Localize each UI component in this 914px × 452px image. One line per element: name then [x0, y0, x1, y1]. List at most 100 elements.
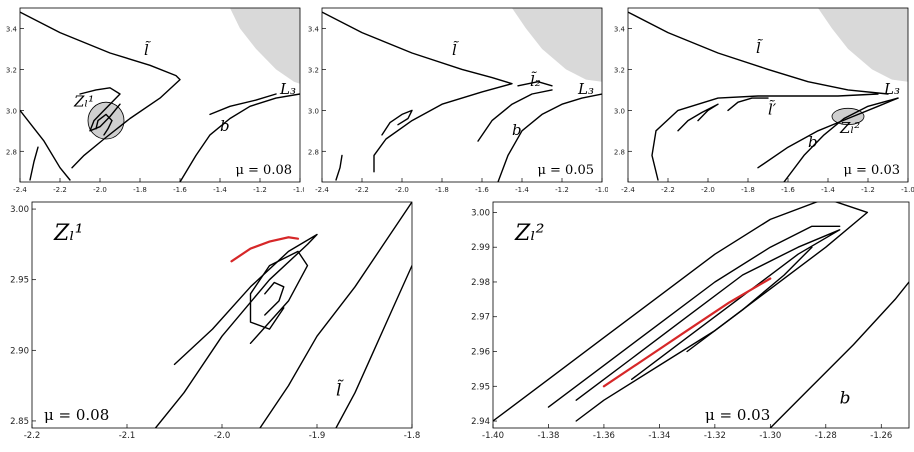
x-tick-label: -1.34 [648, 431, 670, 441]
y-tick-label: 3.0 [6, 107, 17, 115]
curve-label: l̃′ [768, 100, 777, 118]
chart-svg: -1.40 -1.38 -1.36 -1.34 -1.32 -1.30 -1.28 -1.26… [471, 201, 910, 441]
y-tick-label: 3.4 [308, 25, 320, 33]
x-tick-label: -1.4 [515, 186, 529, 194]
curve-label: b [808, 133, 818, 151]
chart-svg: -2.4 -2.2 -2.0 -1.8 -1.6 -1.4 -1.2 -1.0 2.8 3.0 3.… [614, 7, 914, 194]
chart-svg: -2.2 -2.1 -2.0 -1.9 -1.8 2.85 2.90 2.95 3.00 l̃ μ … [10, 201, 420, 441]
x-tick-label: -1.8 [435, 186, 449, 194]
orbit-curve-3 [686, 246, 813, 353]
y-tick-label: 2.96 [471, 348, 490, 358]
orbit-curve-5 [727, 97, 769, 112]
x-tick-label: -1.4 [213, 186, 227, 194]
forbidden-region [512, 8, 602, 82]
orbit-curve-1 [547, 225, 841, 408]
orbit-curve-0 [154, 233, 318, 428]
plot-area [493, 202, 909, 428]
x-tick-label: -1.32 [704, 431, 726, 441]
x-tick-label: -2.4 [315, 186, 329, 194]
curve-label: L₃ [883, 80, 900, 98]
x-tick-label: -2.2 [24, 431, 41, 441]
zone-title: Zₗ² [514, 221, 544, 246]
mu-label: μ = 0.05 [537, 163, 594, 178]
y-tick-label: 2.8 [6, 148, 17, 156]
y-tick-label: 3.2 [614, 66, 625, 74]
y-tick-label: 3.4 [614, 25, 626, 33]
orbit-curve-2 [497, 93, 602, 182]
y-tick-label: 2.8 [614, 148, 625, 156]
plot-area [20, 8, 300, 182]
plot-frame [492, 201, 910, 429]
plot-area [154, 202, 412, 428]
curve-label: Zₗ² [839, 119, 860, 137]
x-tick-label: -1.4 [821, 186, 835, 194]
x-tick-label: -1.8 [741, 186, 755, 194]
mu-label: μ = 0.08 [44, 406, 109, 424]
x-tick-label: -1.40 [482, 431, 504, 441]
y-tick-label: 3.4 [6, 25, 18, 33]
orbit-curve-5 [381, 109, 413, 136]
x-tick-label: -1.0 [293, 186, 304, 194]
chart-svg: -2.4 -2.2 -2.0 -1.8 -1.6 -1.4 -1.2 -1.0 2.8 3.0 3.… [6, 7, 304, 194]
orbit-curve-6 [95, 113, 113, 136]
orbit-curve-1 [20, 109, 71, 181]
curve-label: l̃ [336, 380, 345, 401]
orbit-curve-2 [575, 229, 841, 401]
y-tick-label: 2.94 [471, 417, 490, 427]
curve-label: L₃ [577, 80, 594, 98]
x-tick-label: -2.0 [93, 186, 107, 194]
x-tick-label: -1.6 [173, 186, 187, 194]
orbit-curve-0 [20, 11, 181, 169]
mu-label: μ = 0.03 [843, 163, 900, 178]
orbit-curve-0 [628, 11, 889, 95]
orbit-curve-2 [29, 146, 39, 181]
x-tick-label: -1.28 [815, 431, 837, 441]
y-tick-label: 2.85 [10, 417, 29, 427]
orbit-curve-3 [783, 97, 899, 182]
highlight-curve [602, 277, 772, 388]
curve-label: b [512, 121, 522, 139]
orbit-curve-4 [677, 103, 719, 132]
orbit-curve-1 [651, 93, 879, 181]
plot-area [628, 8, 908, 182]
plot-frame [627, 7, 909, 183]
chart-panel-mu005: -2.4 -2.2 -2.0 -1.8 -1.6 -1.4 -1.2 -1.0 2.8 3.0 3.… [304, 0, 608, 196]
orbit-curve-0 [493, 202, 869, 422]
y-tick-label: 2.90 [10, 346, 29, 356]
y-tick-label: 2.99 [471, 243, 490, 253]
orbit-curve-2 [757, 97, 899, 169]
chart-panel-mu008: -2.4 -2.2 -2.0 -1.8 -1.6 -1.4 -1.2 -1.0 2.8 3.0 3.… [0, 0, 304, 196]
x-tick-label: -2.0 [701, 186, 715, 194]
highlight-curve [230, 236, 300, 263]
x-tick-label: -1.0 [595, 186, 608, 194]
plot-frame [19, 7, 301, 183]
plot-frame [321, 7, 603, 183]
chart-panel-zoom-z1: -2.2 -2.1 -2.0 -1.9 -1.8 2.85 2.90 2.95 3.00 l̃ μ … [0, 196, 457, 452]
x-tick-label: -2.4 [13, 186, 27, 194]
orbit-curve-4 [769, 281, 909, 428]
y-tick-label: 2.8 [308, 148, 319, 156]
plot-area [322, 8, 602, 182]
curve-label: l̃ [756, 39, 763, 57]
x-tick-label: -1.9 [309, 431, 326, 441]
y-tick-label: 3.0 [614, 107, 625, 115]
x-tick-label: -2.0 [395, 186, 409, 194]
x-tick-label: -2.0 [214, 431, 231, 441]
orbit-curve-2 [335, 264, 412, 428]
x-tick-label: -2.2 [53, 186, 67, 194]
y-tick-label: 3.2 [308, 66, 319, 74]
x-tick-label: -2.2 [661, 186, 675, 194]
y-tick-label: 2.95 [10, 276, 29, 286]
curve-label: Zₗ¹ [73, 92, 94, 110]
curve-label: L₃ [279, 80, 296, 98]
chart-svg: -2.4 -2.2 -2.0 -1.8 -1.6 -1.4 -1.2 -1.0 2.8 3.0 3.… [308, 7, 608, 194]
chart-panel-mu003: -2.4 -2.2 -2.0 -1.8 -1.6 -1.4 -1.2 -1.0 2.8 3.0 3.… [608, 0, 914, 196]
orbit-curve-1 [335, 154, 343, 181]
x-tick-label: -1.38 [537, 431, 559, 441]
y-tick-label: 2.98 [471, 278, 490, 288]
orbit-curve-3 [477, 89, 553, 142]
x-tick-label: -1.0 [901, 186, 914, 194]
x-tick-label: -1.30 [759, 431, 781, 441]
x-tick-label: -1.2 [253, 186, 267, 194]
x-tick-label: -1.2 [555, 186, 569, 194]
